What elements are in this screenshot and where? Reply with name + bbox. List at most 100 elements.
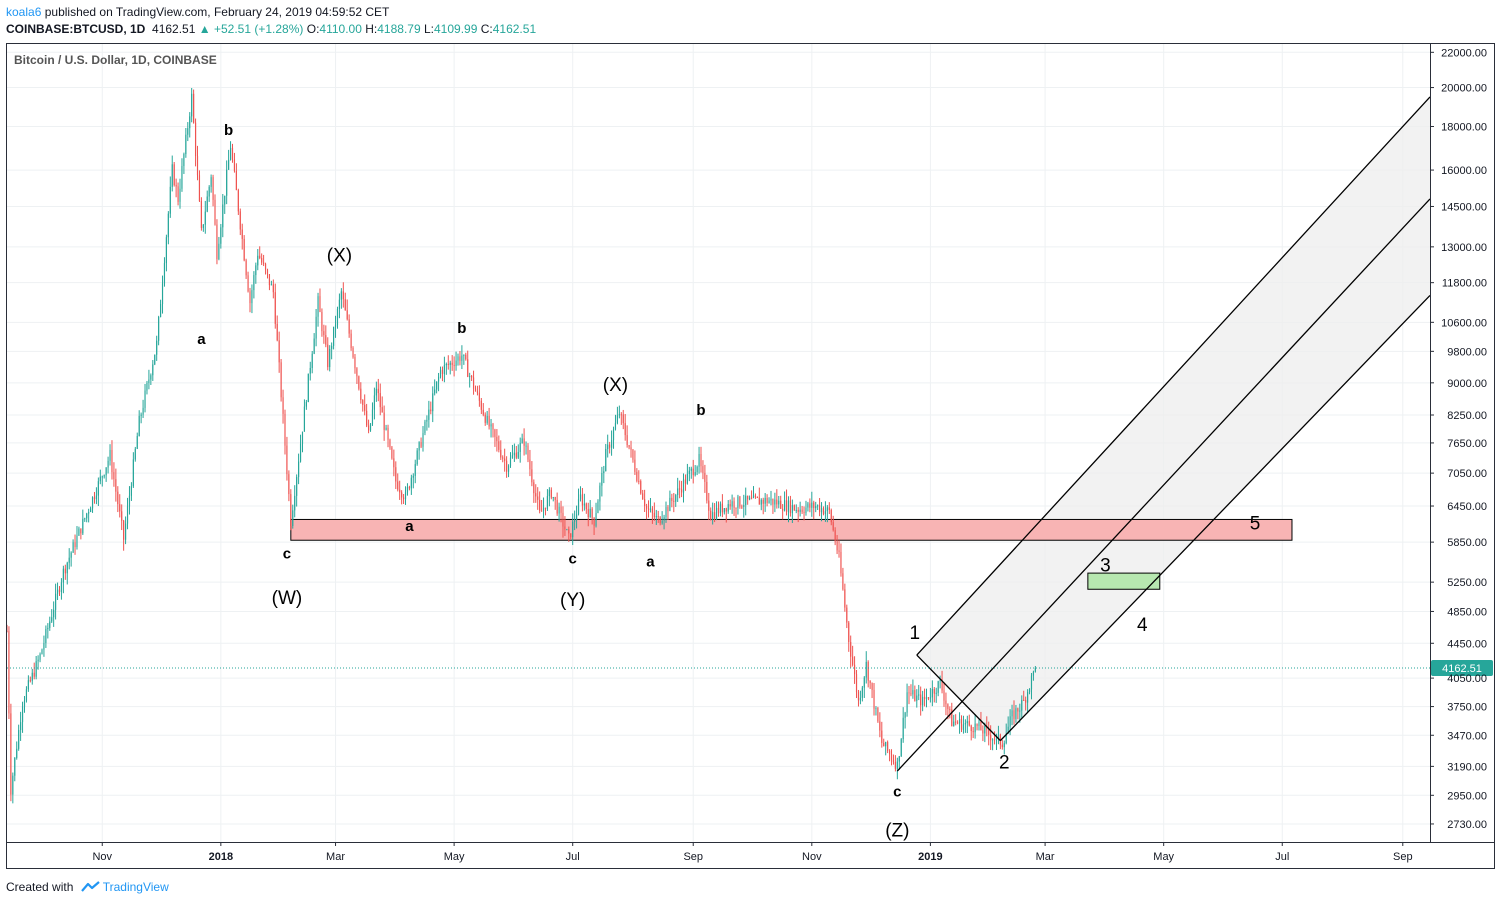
candle-body (817, 505, 819, 507)
candle-body (704, 472, 706, 482)
candle-body (647, 508, 650, 510)
price-tick-label: 3190.00 (1447, 761, 1487, 773)
candle-body (566, 529, 568, 531)
candle-body (474, 388, 477, 392)
candle-body (113, 472, 115, 480)
candle-body (348, 319, 350, 334)
candle-body (743, 505, 745, 507)
price-axis[interactable]: 2730.00 2950.00 3190.00 3470.00 3750.00 4050.… (1430, 47, 1487, 831)
candle-body (402, 497, 405, 500)
time-tick-label: Mar (1036, 851, 1055, 863)
candle-body (245, 260, 247, 276)
candle-body (148, 379, 150, 383)
candle-body (132, 459, 134, 487)
candle-body (173, 164, 175, 186)
candle-body (850, 641, 852, 657)
candle-body (224, 195, 226, 205)
candle-body (185, 134, 187, 155)
candle-body (451, 362, 453, 365)
price-tick-label: 9000.00 (1447, 378, 1487, 390)
candle-body (121, 511, 123, 521)
wave-label: b (696, 402, 705, 419)
candle-body (103, 475, 105, 477)
candle-body (645, 506, 648, 509)
candle-body (336, 309, 339, 325)
candle-body (735, 507, 737, 509)
candle-body (764, 497, 766, 504)
author-link[interactable]: koala6 (6, 5, 42, 19)
green-zone (1087, 572, 1161, 590)
candle-body (667, 507, 669, 512)
candle-body (912, 690, 914, 695)
candle-body (1015, 708, 1017, 719)
candle-body (894, 762, 896, 769)
candle-body (154, 354, 156, 365)
wave-label: 1 (910, 623, 921, 644)
candle-body (902, 717, 904, 740)
candle-body (74, 542, 76, 548)
candle-body (772, 498, 774, 505)
candle-body (68, 557, 70, 563)
candle-body (916, 695, 918, 701)
candle-body (33, 672, 35, 677)
candle-body (758, 497, 760, 505)
price-tick-label: 4450.00 (1447, 638, 1487, 650)
candle-body (263, 262, 265, 264)
price-tick-label: 16000.00 (1441, 165, 1487, 177)
candle-body (333, 326, 335, 346)
candle-body (321, 311, 323, 332)
symbol-label[interactable]: COINBASE:BTCUSD, 1D (6, 22, 146, 36)
candle-body (492, 424, 494, 430)
candle-body (117, 491, 119, 505)
candle-body (469, 376, 471, 378)
candle-body (838, 550, 840, 552)
candle-body (770, 498, 772, 501)
candle-body (387, 427, 389, 440)
tradingview-brand-link[interactable]: TradingView (102, 880, 169, 894)
time-tick-label: May (1153, 851, 1174, 863)
candle-body (43, 643, 45, 650)
candle-body (86, 513, 88, 519)
wave-label: c (283, 545, 291, 562)
candle-body (939, 679, 941, 682)
candle-body (78, 528, 80, 536)
candle-body (266, 269, 269, 275)
candle-body (397, 481, 399, 490)
candle-body (714, 512, 716, 519)
candle-body (523, 438, 525, 446)
candle-body (980, 721, 982, 731)
candle-body (243, 238, 245, 261)
publish-info: koala6 published on TradingView.com, Feb… (6, 5, 389, 19)
candle-body (175, 185, 177, 187)
candle-body (745, 495, 747, 506)
price-zones (290, 518, 1293, 590)
channel-lines (896, 96, 1431, 772)
candle-body (45, 629, 47, 644)
candle-body (56, 589, 59, 594)
candle-body (680, 489, 683, 493)
candle-body (815, 506, 817, 509)
candle-body (51, 617, 53, 622)
candle-body (618, 414, 620, 416)
candle-body (826, 507, 828, 512)
time-axis[interactable]: Nov 2018 Mar May Jul Sep Nov 2019 Mar May Jul Sep (92, 842, 1413, 863)
chart-canvas[interactable]: 4162.51 b a (X) b (X) b a c (W) c (Y) a c (Z) 1 2 3 4 5 27… (0, 0, 1501, 875)
candle-body (671, 497, 673, 501)
candle-body (1028, 689, 1031, 693)
candle-body (970, 725, 972, 731)
candle-body (447, 363, 449, 365)
price-tick-label: 22000.00 (1441, 47, 1487, 59)
candle-body (251, 290, 253, 304)
candle-body (119, 504, 121, 512)
candle-body (125, 523, 127, 540)
candle-body (399, 489, 401, 493)
price-change: +52.51 (+1.28%) (213, 22, 304, 36)
candle-body (72, 542, 74, 553)
candle-body (702, 466, 704, 473)
candle-body (305, 401, 307, 407)
candle-body (813, 502, 815, 509)
candle-body (560, 506, 562, 513)
candle-body (877, 708, 879, 722)
candle-body (717, 507, 720, 514)
channel-fill (916, 96, 1430, 741)
